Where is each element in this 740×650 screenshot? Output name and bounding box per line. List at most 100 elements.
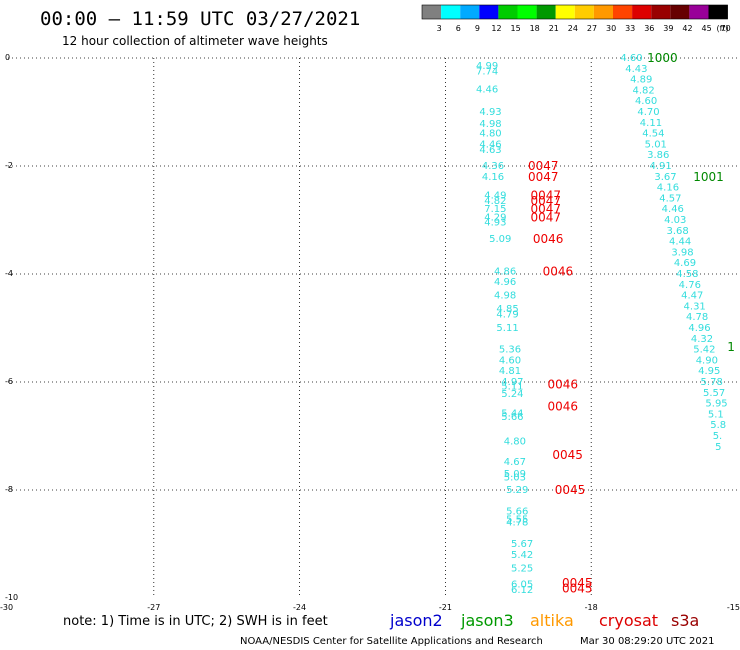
wave-height-label: 6.12 — [511, 585, 533, 596]
wave-height-label: 4.80 — [504, 436, 526, 447]
wave-height-label: 4.69 — [674, 258, 696, 269]
wave-height-label: 4.96 — [688, 323, 710, 334]
wave-height-label: 3.98 — [671, 247, 693, 258]
scale-label: 9 — [475, 24, 480, 33]
legend-entry: jason2 — [389, 611, 443, 630]
legend-entry: cryosat — [599, 611, 658, 630]
wave-height-label: 4.44 — [669, 237, 691, 248]
wave-height-label: 5.55 — [506, 515, 528, 526]
scale-label: 24 — [568, 24, 578, 33]
wave-height-label: 4.82 — [633, 85, 655, 96]
wave-height-label: 4.16 — [482, 172, 504, 183]
pass-labels: 1000100110047004700470047004700470046004… — [528, 51, 735, 595]
wave-height-label: 4.98 — [479, 119, 501, 130]
pass-time-label: 0047 — [530, 189, 561, 203]
wave-height-label: 5.36 — [499, 345, 521, 356]
wave-height-label: 5. — [713, 431, 723, 442]
wave-height-label: 4.81 — [499, 366, 521, 377]
wave-height-label: 5.09 — [504, 469, 526, 480]
scale-swatch — [555, 5, 575, 19]
wave-height-observations: 4.997.744.464.934.984.804.464.634.364.16… — [476, 53, 728, 596]
wave-height-label: 4.46 — [479, 139, 501, 150]
x-tick-label: -27 — [147, 603, 160, 612]
wave-height-label: 5.03 — [504, 473, 526, 484]
wave-height-label: 4.29 — [484, 212, 506, 223]
wave-height-label: 4.46 — [662, 204, 684, 215]
wave-height-label: 4.03 — [664, 215, 686, 226]
scale-label: 15 — [510, 24, 520, 33]
wave-height-label: 4.79 — [496, 310, 518, 321]
wave-height-label: 4.90 — [696, 355, 718, 366]
wave-height-label: 4.78 — [686, 312, 708, 323]
scale-swatch — [536, 5, 556, 19]
y-tick-label: -4 — [5, 269, 13, 278]
scale-label: 45 — [701, 24, 711, 33]
wave-height-label: 5.67 — [511, 539, 533, 550]
pass-time-label: 0047 — [530, 202, 561, 216]
wave-height-label: 4.93 — [484, 218, 506, 229]
wave-height-label: 4.47 — [681, 291, 703, 302]
scale-swatch — [479, 5, 499, 19]
wave-height-label: 4.76 — [679, 280, 701, 291]
scale-border — [421, 4, 728, 20]
credit-text: NOAA/NESDIS Center for Satellite Applica… — [240, 636, 543, 647]
scale-swatch — [632, 5, 652, 19]
scale-label: 21 — [549, 24, 559, 33]
wave-height-label: 5.42 — [693, 345, 715, 356]
pass-time-label: 0047 — [528, 170, 559, 184]
legend-entry: s3a — [671, 611, 699, 630]
scale-label: 27 — [587, 24, 597, 33]
wave-height-label: 4.43 — [625, 64, 647, 75]
pass-time-label: 0046 — [547, 399, 578, 413]
wave-height-label: 5.95 — [705, 399, 727, 410]
wave-height-label: 4.49 — [484, 191, 506, 202]
wave-height-label: 5.29 — [506, 485, 528, 496]
wave-height-label: 4.46 — [476, 84, 498, 95]
satellite-legend: jason2 jason3 altika cryosat s3a — [389, 611, 699, 630]
footer-note: note: 1) Time is in UTC; 2) SWH is in fe… — [63, 614, 328, 629]
timestamp-text: Mar 30 08:29:20 UTC 2021 — [580, 636, 715, 647]
wave-height-label: 7.74 — [476, 67, 498, 78]
wave-height-label: 5.09 — [489, 234, 511, 245]
pass-time-label: 1001 — [693, 170, 724, 184]
wave-height-label: 4.36 — [482, 161, 504, 172]
wave-height-label: 4.86 — [494, 266, 516, 277]
wave-height-label: 5.42 — [511, 550, 533, 561]
wave-height-label: 5.8 — [710, 420, 726, 431]
wave-height-label: 5.25 — [511, 563, 533, 574]
wave-height-label: 4.11 — [640, 118, 662, 129]
wave-height-label: 5.24 — [501, 389, 523, 400]
wave-height-label: 4.96 — [494, 277, 516, 288]
wave-height-label: 4.60 — [499, 355, 521, 366]
scale-swatch — [651, 5, 671, 19]
wave-height-label: 4.16 — [657, 183, 679, 194]
pass-time-label: 0045 — [552, 448, 583, 462]
y-tick-label: -8 — [5, 485, 13, 494]
pass-time-label: 0047 — [530, 194, 561, 208]
scale-label: 42 — [682, 24, 692, 33]
color-scale: 3 6 9 12 15 18 21 24 27 30 33 36 39 42 45 70(ft) — [421, 4, 731, 33]
wave-height-label: 4.91 — [650, 161, 672, 172]
y-tick-label: -2 — [5, 161, 13, 170]
pass-time-label: 0046 — [543, 264, 574, 278]
map-grid — [8, 57, 737, 598]
wave-height-label: 4.82 — [484, 196, 506, 207]
wave-height-label: 5.66 — [501, 412, 523, 423]
scale-swatch — [498, 5, 518, 19]
pass-time-label: 0047 — [530, 210, 561, 224]
x-tick-label: -15 — [727, 603, 740, 612]
wave-height-label: 4.95 — [698, 366, 720, 377]
wave-height-label: 4.54 — [642, 129, 664, 140]
y-tick-label: -10 — [5, 593, 18, 602]
pass-time-label: 0046 — [547, 378, 578, 392]
scale-label: 36 — [644, 24, 654, 33]
pass-time-label: 0045 — [562, 581, 593, 595]
map-subtitle: 12 hour collection of altimeter wave hei… — [62, 34, 328, 48]
wave-height-label: 4.80 — [479, 129, 501, 140]
wave-height-label: 4.99 — [476, 61, 498, 72]
scale-label: 6 — [456, 24, 461, 33]
wave-height-label: 5.78 — [701, 377, 723, 388]
pass-time-label: 0047 — [528, 159, 559, 173]
map-title: 00:00 – 11:59 UTC 03/27/2021 — [40, 8, 360, 30]
